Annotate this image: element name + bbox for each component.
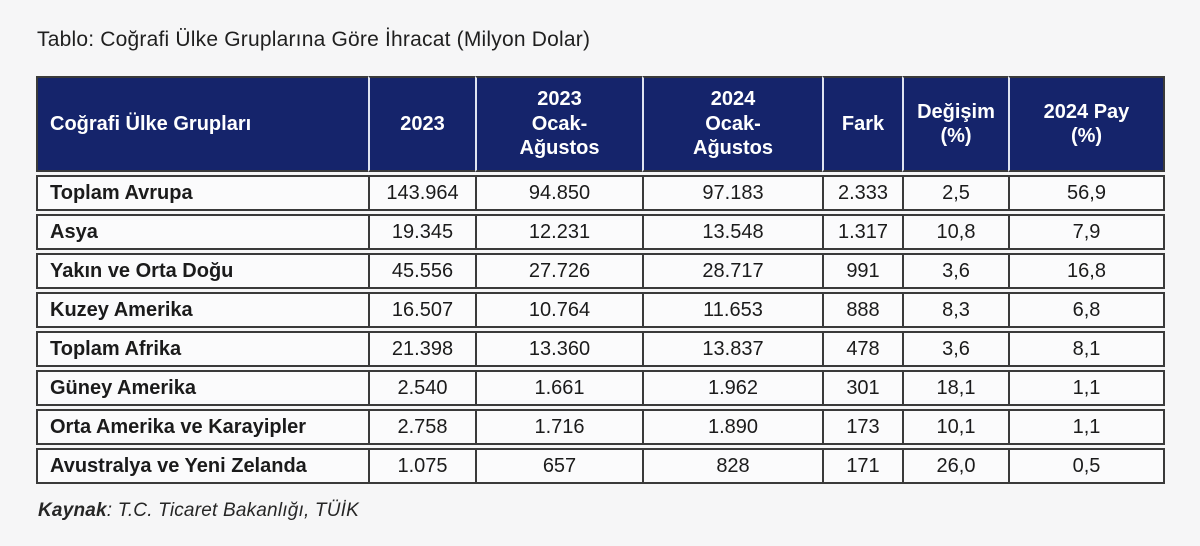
value-cell: 13.360 [475,331,642,367]
value-cell: 1.962 [642,370,822,406]
value-cell: 8,3 [902,292,1008,328]
value-cell: 173 [822,409,902,445]
source-label: Kaynak [38,500,107,521]
value-cell: 3,6 [902,253,1008,289]
table-row: Güney Amerika 2.540 1.661 1.962 301 18,1 1,1 [36,370,1165,406]
value-cell: 1.075 [368,448,475,484]
table-row: Kuzey Amerika 16.507 10.764 11.653 888 8,3 6,8 [36,292,1165,328]
value-cell: 478 [822,331,902,367]
value-cell: 16,8 [1008,253,1165,289]
value-cell: 657 [475,448,642,484]
value-cell: 1.661 [475,370,642,406]
value-cell: 10,1 [902,409,1008,445]
table-row: Orta Amerika ve Karayipler 2.758 1.716 1.89… [36,409,1165,445]
value-cell: 828 [642,448,822,484]
region-name-cell: Güney Amerika [36,370,368,406]
page: Tablo: Coğrafi Ülke Gruplarına Göre İhra… [36,28,1165,522]
value-cell: 19.345 [368,214,475,250]
table-body: Toplam Avrupa 143.964 94.850 97.183 2.333 2,5… [36,175,1165,484]
value-cell: 16.507 [368,292,475,328]
source-text: : T.C. Ticaret Bakanlığı, TÜİK [106,500,360,521]
value-cell: 10,8 [902,214,1008,250]
column-header-3: 2024 Ocak- Ağustos [642,76,822,172]
column-header-1: 2023 [368,76,475,172]
value-cell: 13.548 [642,214,822,250]
table-row: Toplam Afrika 21.398 13.360 13.837 478 3,6 8,1 [36,331,1165,367]
table-row: Avustralya ve Yeni Zelanda 1.075 657 828 171… [36,448,1165,484]
column-header-5: Değişim (%) [902,76,1008,172]
value-cell: 2.333 [822,175,902,211]
value-cell: 26,0 [902,448,1008,484]
value-cell: 1.890 [642,409,822,445]
value-cell: 2.540 [368,370,475,406]
value-cell: 7,9 [1008,214,1165,250]
region-name-cell: Kuzey Amerika [36,292,368,328]
column-header-2: 2023 Ocak- Ağustos [475,76,642,172]
region-name-cell: Orta Amerika ve Karayipler [36,409,368,445]
value-cell: 21.398 [368,331,475,367]
column-header-6: 2024 Pay (%) [1008,76,1165,172]
value-cell: 1.317 [822,214,902,250]
value-cell: 28.717 [642,253,822,289]
value-cell: 11.653 [642,292,822,328]
value-cell: 94.850 [475,175,642,211]
value-cell: 301 [822,370,902,406]
value-cell: 888 [822,292,902,328]
value-cell: 45.556 [368,253,475,289]
value-cell: 8,1 [1008,331,1165,367]
value-cell: 13.837 [642,331,822,367]
value-cell: 12.231 [475,214,642,250]
table-row: Toplam Avrupa 143.964 94.850 97.183 2.333 2,5… [36,175,1165,211]
value-cell: 171 [822,448,902,484]
value-cell: 1,1 [1008,370,1165,406]
value-cell: 18,1 [902,370,1008,406]
value-cell: 143.964 [368,175,475,211]
region-name-cell: Avustralya ve Yeni Zelanda [36,448,368,484]
value-cell: 1,1 [1008,409,1165,445]
table-row: Yakın ve Orta Doğu 45.556 27.726 28.717 991 3… [36,253,1165,289]
page-title: Tablo: Coğrafi Ülke Gruplarına Göre İhra… [37,28,591,51]
region-name-cell: Toplam Avrupa [36,175,368,211]
region-name-cell: Asya [36,214,368,250]
region-name-cell: Toplam Afrika [36,331,368,367]
value-cell: 56,9 [1008,175,1165,211]
value-cell: 0,5 [1008,448,1165,484]
column-header-0: Coğrafi Ülke Grupları [36,76,368,172]
source-note: Kaynak: T.C. Ticaret Bakanlığı, TÜİK [38,500,1165,522]
table-header-row: Coğrafi Ülke Grupları 2023 2023 Ocak- Ağus… [36,76,1165,172]
value-cell: 10.764 [475,292,642,328]
value-cell: 97.183 [642,175,822,211]
value-cell: 1.716 [475,409,642,445]
value-cell: 6,8 [1008,292,1165,328]
value-cell: 991 [822,253,902,289]
value-cell: 2,5 [902,175,1008,211]
value-cell: 27.726 [475,253,642,289]
table-row: Asya 19.345 12.231 13.548 1.317 10,8 7,9 [36,214,1165,250]
value-cell: 2.758 [368,409,475,445]
value-cell: 3,6 [902,331,1008,367]
column-header-4: Fark [822,76,902,172]
export-table: Coğrafi Ülke Grupları 2023 2023 Ocak- Ağus… [36,73,1165,487]
region-name-cell: Yakın ve Orta Doğu [36,253,368,289]
